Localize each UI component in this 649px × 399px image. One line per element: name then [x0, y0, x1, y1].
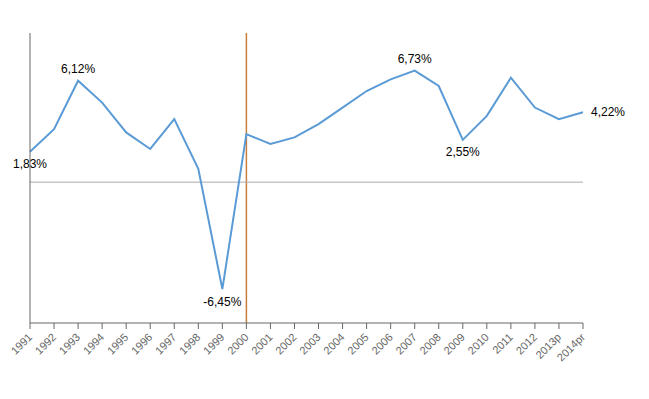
svg-text:2000: 2000: [225, 331, 251, 357]
svg-text:1996: 1996: [129, 331, 155, 357]
svg-text:2009: 2009: [441, 331, 467, 357]
svg-text:2011: 2011: [490, 331, 515, 356]
svg-text:6,73%: 6,73%: [398, 52, 432, 66]
svg-text:2003: 2003: [297, 331, 323, 357]
svg-text:-6,45%: -6,45%: [203, 295, 241, 309]
svg-text:2014pr: 2014pr: [555, 331, 588, 364]
svg-text:1991: 1991: [8, 331, 34, 357]
svg-text:1999: 1999: [201, 331, 227, 357]
svg-text:2006: 2006: [369, 331, 395, 357]
svg-text:1995: 1995: [105, 331, 131, 357]
svg-text:1992: 1992: [32, 331, 58, 357]
svg-text:1997: 1997: [153, 331, 179, 357]
svg-text:2013p: 2013p: [533, 330, 564, 361]
svg-text:2010: 2010: [465, 331, 491, 357]
svg-text:2008: 2008: [417, 331, 443, 357]
svg-text:1994: 1994: [81, 331, 107, 357]
svg-text:2005: 2005: [345, 331, 371, 357]
svg-text:2004: 2004: [321, 331, 347, 357]
svg-text:2,55%: 2,55%: [446, 145, 480, 159]
svg-text:6,12%: 6,12%: [61, 62, 95, 76]
svg-text:2007: 2007: [393, 331, 419, 357]
svg-text:4,22%: 4,22%: [591, 105, 625, 119]
svg-text:2012: 2012: [513, 330, 540, 357]
svg-text:2001: 2001: [249, 331, 275, 357]
svg-text:2002: 2002: [273, 331, 299, 357]
svg-text:1998: 1998: [177, 331, 203, 357]
svg-text:1,83%: 1,83%: [13, 157, 47, 171]
svg-text:1993: 1993: [57, 331, 83, 357]
